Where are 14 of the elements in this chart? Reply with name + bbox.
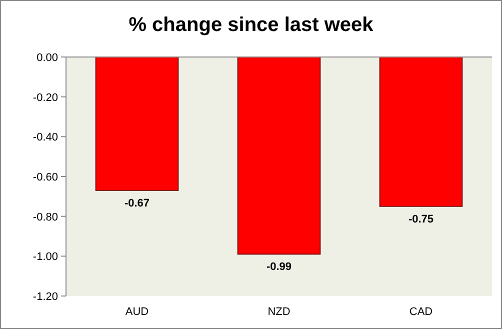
y-tick-label: -0.40 xyxy=(32,132,58,144)
data-label: -0.99 xyxy=(266,261,292,274)
data-label: -0.75 xyxy=(408,213,434,226)
x-tick-label: NZD xyxy=(268,306,290,318)
x-tick-label: AUD xyxy=(125,306,149,318)
y-tick-label: -0.60 xyxy=(32,172,58,184)
data-label: -0.67 xyxy=(124,197,150,210)
x-tick-label: CAD xyxy=(409,306,433,318)
y-tick-label: -1.00 xyxy=(32,251,58,264)
y-tick-label: -0.20 xyxy=(32,92,58,104)
y-tick-label: -1.20 xyxy=(32,291,58,303)
y-tick-label: -0.80 xyxy=(32,211,58,224)
y-tick-label: 0.00 xyxy=(36,52,58,64)
chart-title: % change since last week xyxy=(128,14,374,36)
